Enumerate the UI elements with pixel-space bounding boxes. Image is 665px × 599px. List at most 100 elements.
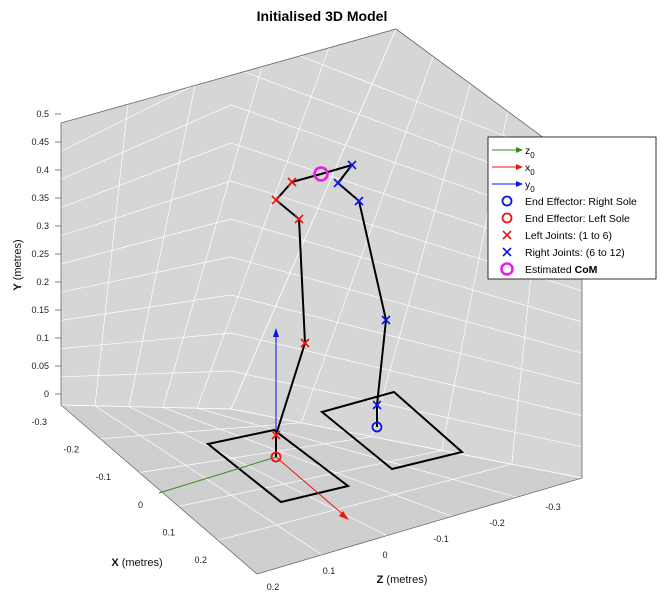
- grid-line-horizontal: [230, 370, 583, 448]
- left-sole-marker: [270, 451, 282, 463]
- legend-cross-icon: [502, 247, 512, 257]
- legend-label: End Effector: Right Sole: [525, 196, 637, 208]
- grid-line-horizontal: [60, 256, 232, 293]
- grid-line-vertical: [230, 28, 397, 410]
- y-tick-label: 0.25: [31, 249, 49, 259]
- y-tick-label: 0.1: [36, 333, 49, 343]
- grid-line-horizontal: [60, 66, 232, 152]
- x-tick-label: -0.2: [63, 445, 79, 455]
- legend-label: y0: [525, 179, 535, 194]
- grid-line-horizontal: [60, 294, 232, 321]
- joint-marker: [294, 214, 304, 224]
- x-tick-label: -0.1: [95, 472, 111, 482]
- joint-marker: [347, 160, 357, 170]
- grid-line-floor: [139, 436, 372, 473]
- y-tick-label: 0.4: [36, 165, 49, 175]
- y-tick-label: 0.5: [36, 109, 49, 119]
- grid-line-horizontal: [230, 218, 583, 323]
- foot-soles: [205, 390, 465, 504]
- legend-item: x0: [492, 162, 535, 177]
- legend-cross-icon: [502, 230, 512, 240]
- y0-arrowhead: [273, 328, 279, 337]
- x-tick-label: 0.1: [162, 527, 175, 537]
- joint-marker: [381, 315, 391, 325]
- y-axis-label: Y (metres): [12, 239, 24, 290]
- grid-line-floor: [217, 463, 512, 541]
- x-tick-label: -0.3: [31, 417, 47, 427]
- box-edges: [60, 28, 583, 167]
- joint-marker: [333, 178, 343, 188]
- grid-line-floor: [100, 422, 302, 440]
- grid-line-vertical: [196, 47, 330, 409]
- z-tick-label: 0.1: [323, 566, 336, 576]
- y-tick-label: 0: [44, 389, 49, 399]
- legend-box: [487, 136, 657, 280]
- y-tick-label: 0.05: [31, 361, 49, 371]
- box-edge-front-floor: [256, 477, 583, 575]
- z-axis-label: Z (metres): [377, 574, 428, 586]
- tick-labels: 0 0.05 0.1 0.15 0.2 0.25 0.3 0.35 0.4 0.45 0.5 -0.3…: [31, 109, 560, 592]
- com-marker: [313, 166, 329, 182]
- legend-arrowhead-icon: [516, 181, 523, 187]
- y-tick-label: 0.45: [31, 137, 49, 147]
- joint-marker: [271, 430, 281, 440]
- joint-marker: [271, 195, 281, 205]
- joint-marker: [287, 177, 297, 187]
- legend-item: End Effector: Left Sole: [501, 212, 630, 225]
- grid-line-horizontal: [60, 142, 232, 208]
- legend-item: Estimated CoM: [500, 262, 598, 276]
- chart-title: Initialised 3D Model: [257, 8, 388, 24]
- grid-line-vertical: [128, 85, 196, 407]
- x-axis-label: X (metres): [111, 557, 162, 569]
- grid-line-horizontal: [230, 294, 583, 385]
- grid-line-horizontal: [60, 332, 232, 349]
- legend-label: x0: [525, 162, 535, 177]
- x-tick-label: 0.2: [194, 555, 207, 565]
- z-tick-label: 0: [382, 550, 387, 560]
- grid-line-floor: [94, 405, 323, 556]
- grid-line-vertical: [162, 66, 263, 408]
- legend-label: z0: [525, 145, 535, 160]
- legend-label: Left Joints: (1 to 6): [525, 230, 612, 242]
- legend-circle-icon: [501, 195, 513, 207]
- grid-line-horizontal: [60, 180, 232, 237]
- axes-box: [60, 28, 583, 575]
- right-sole-outline: [319, 390, 465, 471]
- grid-line-floor: [60, 404, 232, 410]
- joint-marker: [354, 196, 364, 206]
- markers: [270, 160, 391, 463]
- legend: z0 x0 y0 End Effector: Right Sole End Effect…: [487, 136, 657, 280]
- legend-label: End Effector: Left Sole: [525, 213, 630, 225]
- x-tick-label: 0: [138, 500, 143, 510]
- y-tick-label: 0.35: [31, 193, 49, 203]
- grid-line-horizontal: [60, 28, 232, 124]
- grid-line-vertical: [371, 83, 471, 437]
- back-wall-y-z: [61, 29, 582, 478]
- legend-item: y0: [492, 179, 535, 194]
- y-tick-label: 0.2: [36, 277, 49, 287]
- legend-arrowhead-icon: [516, 147, 523, 153]
- grid-line-horizontal: [60, 104, 232, 180]
- grid-line-vertical: [94, 104, 129, 406]
- box-edge-left-floor: [60, 404, 258, 575]
- right-sole-marker: [371, 421, 383, 433]
- grid-line-horizontal: [230, 256, 583, 354]
- grid-line-horizontal: [230, 332, 583, 416]
- legend-item: Right Joints: (6 to 12): [502, 247, 625, 259]
- grid-line-floor: [230, 408, 583, 479]
- grid-line-floor: [178, 450, 442, 507]
- legend-item: z0: [492, 145, 535, 160]
- legend-arrowhead-icon: [516, 164, 523, 170]
- z-tick-label: -0.1: [433, 534, 449, 544]
- joint-marker: [300, 338, 310, 348]
- left-sole-outline: [205, 428, 351, 504]
- legend-com-icon: [500, 262, 514, 276]
- legend-circle-icon: [501, 212, 513, 224]
- z-tick-label: -0.2: [489, 518, 505, 528]
- legend-label: Estimated CoM: [525, 264, 598, 276]
- z-tick-label: -0.3: [545, 502, 561, 512]
- z-tick-label: 0.2: [267, 582, 280, 592]
- legend-item: Left Joints: (1 to 6): [502, 230, 612, 242]
- joint-marker: [372, 400, 382, 410]
